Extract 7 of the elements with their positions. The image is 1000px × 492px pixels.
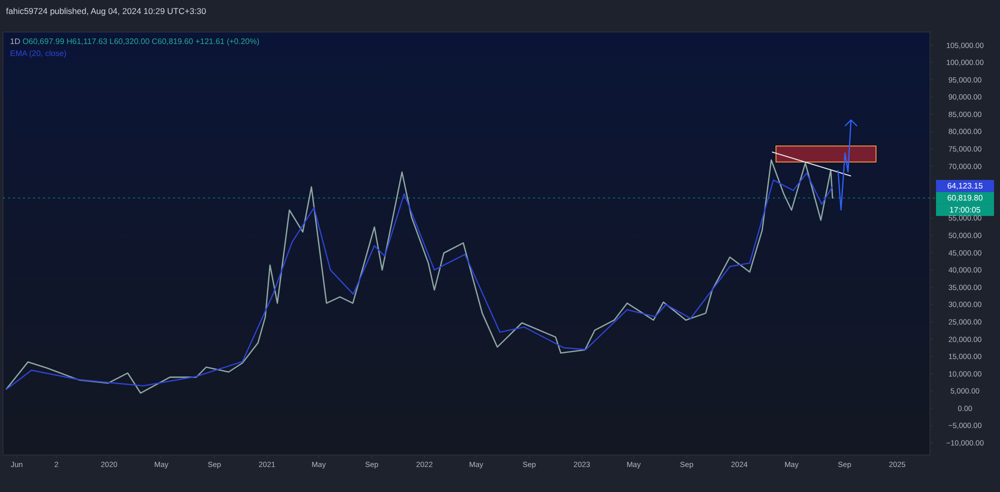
text: EMA (20, close) <box>10 49 67 58</box>
annotation: 1D <box>10 37 20 46</box>
text: fahic59724 published, Aug 04, 2024 10:29 UTC+3:30 <box>6 6 206 16</box>
ref-line-label: 60,819.80 <box>947 194 984 203</box>
text: 64,123.15 <box>947 182 984 191</box>
text: 17:00:05 <box>949 206 982 215</box>
annotation: O60,697.99 H61,117.63 L60,320.00 C60,819.60 +121.61 (+0.20%) <box>20 37 260 46</box>
